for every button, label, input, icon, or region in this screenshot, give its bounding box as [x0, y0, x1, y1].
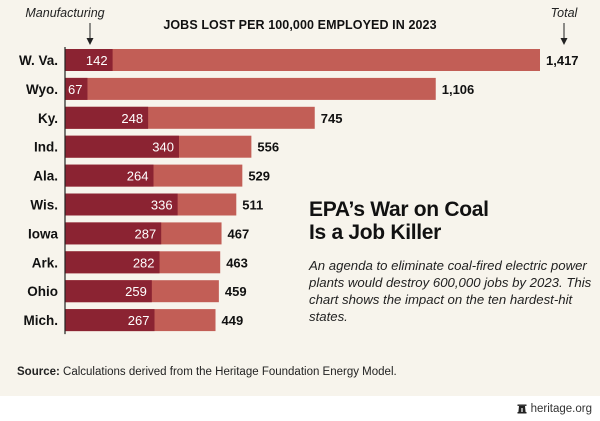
category-label: Ind. — [34, 140, 58, 155]
manufacturing-value-label: 259 — [125, 284, 147, 299]
headline-line-1: EPA’s War on Coal — [309, 198, 489, 221]
total-value-label: 449 — [222, 313, 244, 328]
manufacturing-value-label: 264 — [127, 169, 149, 184]
total-value-label: 467 — [228, 226, 250, 241]
category-label: Ark. — [32, 255, 58, 270]
total-value-label: 529 — [248, 169, 270, 184]
manufacturing-value-label: 248 — [121, 111, 143, 126]
headline-line-2: Is a Job Killer — [309, 221, 442, 244]
bar-manufacturing — [65, 164, 154, 187]
total-value-label: 1,417 — [546, 53, 579, 68]
category-label: Ky. — [38, 111, 58, 126]
total-value-label: 511 — [242, 198, 263, 213]
category-label: Ala. — [33, 169, 58, 184]
total-value-label: 556 — [257, 140, 279, 155]
bar-manufacturing — [65, 49, 113, 71]
brand-text: heritage.org — [530, 403, 592, 415]
bar-total — [65, 77, 436, 100]
chart-panel: JOBS LOST PER 100,000 EMPLOYED IN 2023 W… — [0, 0, 600, 396]
category-label: Ohio — [27, 284, 58, 299]
bar-chart: W. Va. 142 1,417 Wyo. 67 1,106 Ky. 248 745 Ind. 34… — [19, 6, 579, 335]
manufacturing-annotation: Manufacturing — [25, 6, 104, 20]
source-text: Calculations derived from the Heritage F… — [59, 366, 397, 378]
manufacturing-value-label: 340 — [152, 140, 174, 155]
manufacturing-value-label: 282 — [133, 255, 155, 270]
total-arrowhead — [560, 38, 568, 45]
bar-manufacturing — [65, 251, 160, 274]
source-note: Source: Calculations derived from the He… — [17, 366, 397, 378]
total-value-label: 463 — [226, 255, 248, 270]
bar-manufacturing — [65, 135, 179, 158]
category-label: Wis. — [30, 198, 58, 213]
total-value-label: 745 — [321, 111, 343, 126]
manufacturing-value-label: 267 — [128, 313, 150, 328]
source-label: Source: — [17, 366, 60, 378]
manufacturing-value-label: 67 — [68, 82, 82, 97]
manufacturing-arrowhead — [86, 38, 94, 45]
brand: heritage.org — [517, 403, 592, 415]
manufacturing-value-label: 287 — [135, 226, 157, 241]
bar-manufacturing — [65, 106, 149, 129]
bar-manufacturing — [65, 193, 178, 216]
category-label: Iowa — [28, 226, 58, 241]
total-annotation: Total — [551, 6, 579, 20]
chart-title: JOBS LOST PER 100,000 EMPLOYED IN 2023 — [163, 18, 437, 32]
description: An agenda to eliminate coal-fired electr… — [309, 258, 592, 324]
category-label: Mich. — [23, 313, 58, 328]
liberty-bell-icon — [517, 404, 527, 414]
bar-manufacturing — [65, 222, 162, 245]
category-label: Wyo. — [26, 82, 58, 97]
manufacturing-value-label: 336 — [151, 198, 173, 213]
total-value-label: 459 — [225, 284, 247, 299]
category-label: W. Va. — [19, 53, 58, 68]
headline: EPA’s War on Coal Is a Job Killer — [309, 198, 489, 244]
bar-total — [65, 49, 540, 71]
bar-manufacturing — [65, 309, 155, 332]
total-value-label: 1,106 — [442, 82, 475, 97]
manufacturing-value-label: 142 — [86, 53, 108, 68]
bar-manufacturing — [65, 280, 152, 303]
bar-manufacturing — [65, 77, 88, 100]
